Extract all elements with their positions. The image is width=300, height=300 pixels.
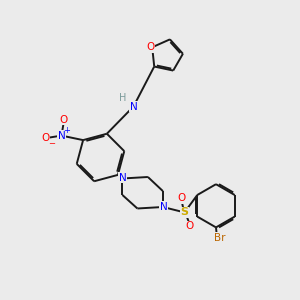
- Text: N: N: [130, 101, 137, 112]
- Text: H: H: [119, 93, 127, 103]
- Text: N: N: [118, 173, 126, 183]
- Text: N: N: [160, 202, 167, 212]
- Text: O: O: [147, 42, 155, 52]
- Text: O: O: [177, 193, 186, 203]
- Text: −: −: [48, 139, 56, 148]
- Text: +: +: [63, 126, 70, 135]
- Text: O: O: [41, 133, 49, 143]
- Text: O: O: [186, 221, 194, 232]
- Text: N: N: [58, 130, 65, 141]
- Text: Br: Br: [214, 233, 226, 243]
- Text: O: O: [60, 115, 68, 125]
- Text: S: S: [181, 207, 188, 218]
